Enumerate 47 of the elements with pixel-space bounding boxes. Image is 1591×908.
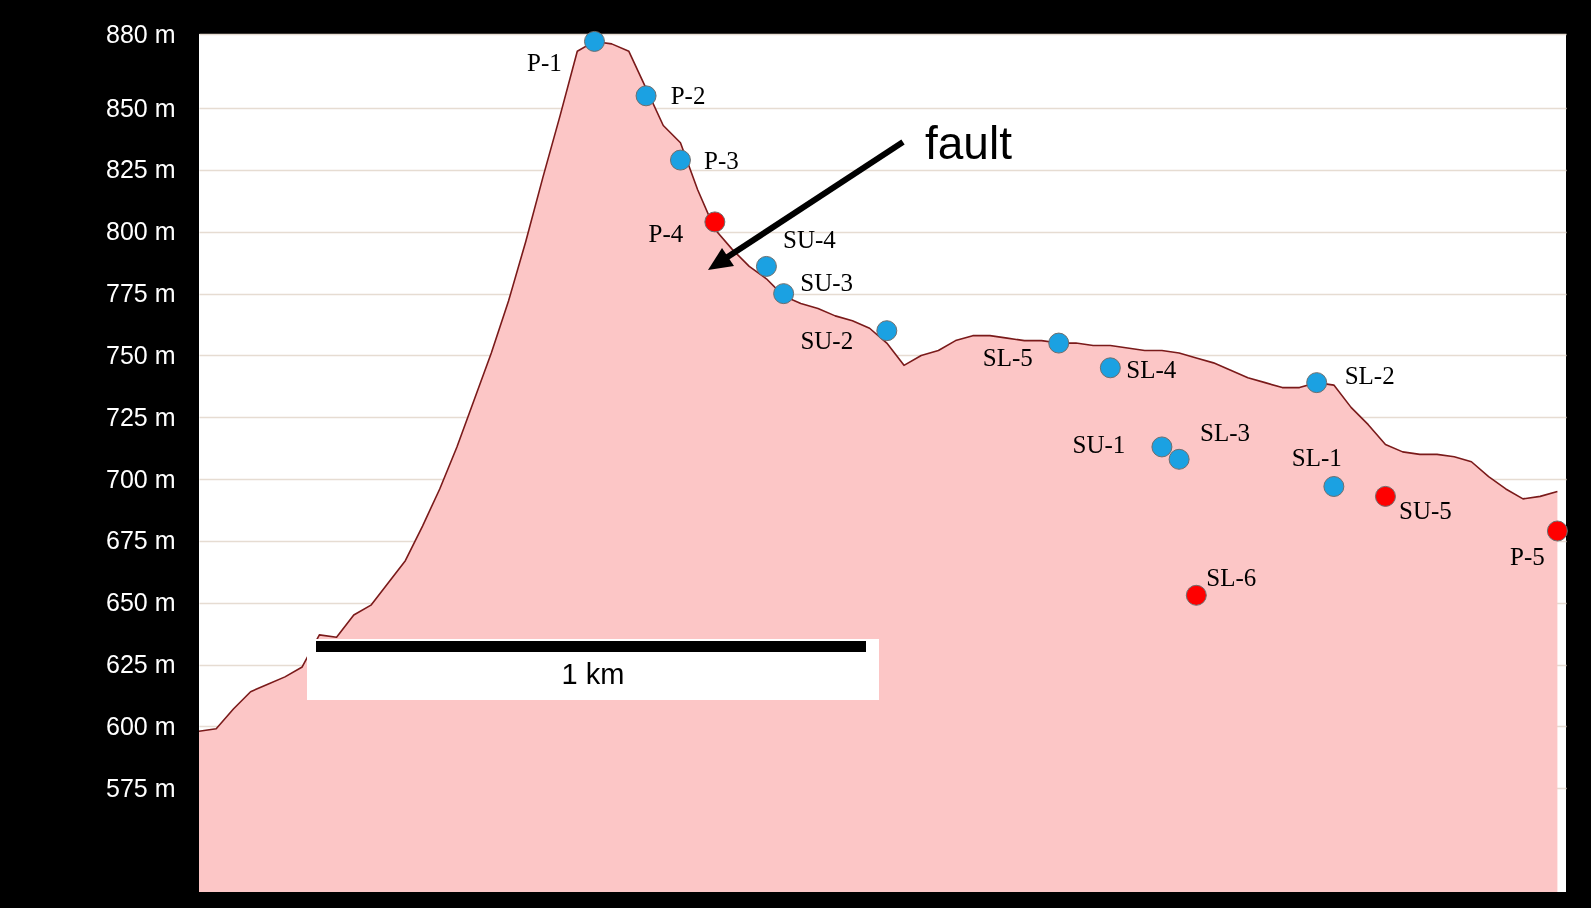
point: [583, 30, 605, 52]
data-label: SL-6: [1206, 564, 1257, 592]
point: [669, 149, 691, 171]
data-label: SU-4: [783, 226, 837, 254]
point: [755, 255, 777, 277]
data-label: SU-3: [800, 268, 854, 296]
data-label: SL-3: [1200, 419, 1251, 447]
data-label: P-3: [704, 147, 739, 175]
data-label: SU-5: [1399, 497, 1452, 525]
data-label: P-1: [527, 49, 562, 77]
data-label: SL-5: [982, 344, 1033, 372]
y-tick-label: 725 m: [106, 402, 176, 431]
point: [876, 320, 898, 342]
annotation: fault: [925, 117, 1012, 169]
data-label: SU-1: [1072, 430, 1126, 458]
point: [1323, 476, 1345, 497]
point: [1048, 332, 1070, 354]
point: [1099, 357, 1121, 379]
data-label: SL-4: [1126, 355, 1177, 383]
point: [1185, 584, 1207, 606]
point: [1151, 436, 1173, 458]
point: [635, 85, 657, 107]
data-label: P-4: [648, 219, 684, 247]
data-label: SL-1: [1291, 444, 1342, 472]
y-tick-label: 750 m: [106, 340, 176, 369]
data-label: P-2: [670, 81, 706, 109]
y-tick-label: 600 m: [106, 711, 176, 740]
y-tick-label: 775 m: [106, 279, 176, 308]
y-tick-label: 625 m: [106, 650, 176, 679]
point: [1168, 448, 1190, 470]
y-tick-label: 675 m: [106, 526, 176, 555]
y-tick-label: 650 m: [106, 588, 176, 617]
y-tick-label: 825 m: [106, 155, 176, 184]
y-tick-label: 800 m: [106, 217, 176, 246]
y-tick-label: 850 m: [106, 93, 176, 122]
y-tick-label: 575 m: [106, 773, 176, 802]
data-label: SU-2: [800, 326, 854, 354]
point: [1306, 372, 1328, 394]
point: [1374, 485, 1396, 507]
data-label: SL-2: [1344, 361, 1395, 389]
point: [1546, 520, 1568, 542]
annotation: 1 km: [560, 658, 626, 690]
point: [773, 283, 795, 305]
point: [704, 211, 726, 233]
data-label: P-5: [1510, 543, 1545, 570]
y-tick-label: 700 m: [106, 464, 176, 493]
y-tick-label: 880 m: [106, 19, 176, 48]
